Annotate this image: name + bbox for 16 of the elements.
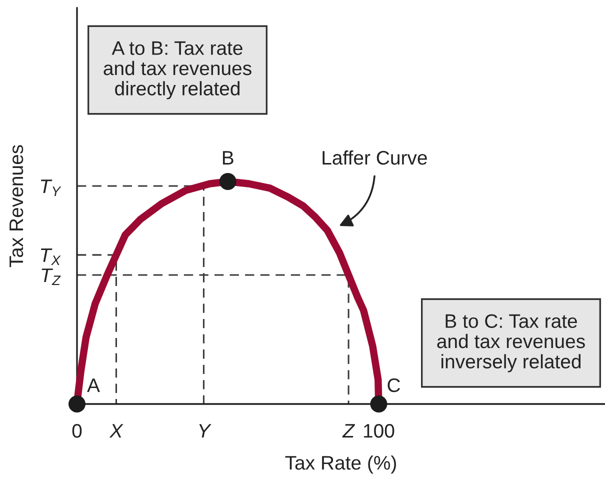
annotation: A: [87, 378, 100, 392]
annotation: B to C: Tax rate and tax revenues inversely related: [437, 314, 585, 372]
text: A to B: Tax rate and tax revenues directly related: [104, 41, 252, 100]
x-tick-label: 0: [72, 424, 82, 438]
y-axis-title: Tax Revenues: [10, 145, 24, 268]
annotation: T$_{Z}$: [42, 268, 61, 286]
annotation: T$_{Y}$: [40, 180, 62, 196]
x-tick-label: 100: [364, 424, 394, 438]
x-tick-label: X: [109, 424, 124, 438]
text: Laffer Curve: [322, 150, 427, 165]
x-tick-label: Y: [199, 424, 212, 438]
annotation: B: [222, 151, 234, 164]
annotation: C: [388, 378, 400, 392]
x-tick-label: Z: [342, 424, 356, 438]
x-axis-title: Tax Rate (%): [285, 455, 396, 474]
annotation: T$_{X}$: [40, 248, 61, 266]
